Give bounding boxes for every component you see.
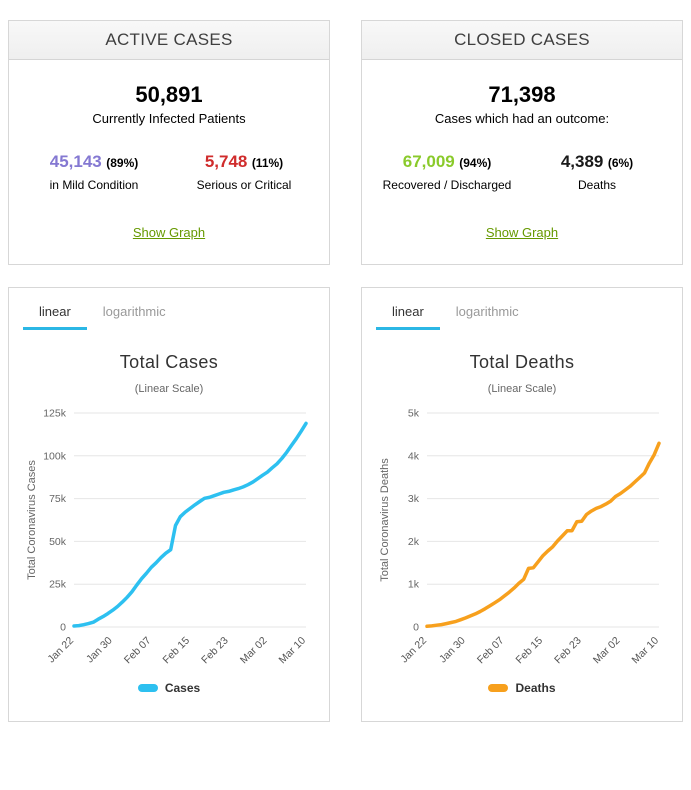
svg-text:75k: 75k (49, 493, 67, 505)
total-deaths-chart-panel: linear logarithmic Total Deaths (Linear … (361, 287, 683, 722)
svg-text:Jan 30: Jan 30 (437, 635, 468, 666)
recovered-value: 67,009 (402, 152, 455, 171)
total-cases-chart-panel: linear logarithmic Total Cases (Linear S… (8, 287, 330, 722)
coronavirus-dashboard: ACTIVE CASES 50,891 Currently Infected P… (8, 20, 683, 722)
serious-condition-stat: 5,748 (11%) Serious or Critical (169, 152, 319, 192)
svg-text:Mar 02: Mar 02 (238, 635, 270, 667)
cases-tab-logarithmic[interactable]: logarithmic (102, 304, 166, 319)
closed-cases-panel: CLOSED CASES 71,398 Cases which had an o… (361, 20, 683, 265)
closed-cases-body: 71,398 Cases which had an outcome: 67,00… (362, 60, 682, 264)
serious-label: Serious or Critical (196, 178, 292, 192)
cases-chart-subtitle: (Linear Scale) (134, 383, 204, 395)
svg-text:1k: 1k (408, 579, 420, 591)
cases-tab-linear[interactable]: linear (23, 294, 87, 330)
svg-text:Mar 10: Mar 10 (277, 635, 309, 667)
svg-text:4k: 4k (408, 450, 420, 462)
svg-text:3k: 3k (408, 493, 420, 505)
recovered-label: Recovered / Discharged (382, 178, 512, 192)
cases-legend-label: Cases (164, 681, 201, 695)
deaths-scale-tabs: linear logarithmic (362, 288, 682, 330)
mild-label: in Mild Condition (49, 178, 139, 192)
svg-text:Mar 10: Mar 10 (630, 635, 662, 667)
mild-percent: (89%) (106, 156, 139, 170)
active-cases-title: ACTIVE CASES (9, 21, 329, 60)
svg-text:50k: 50k (49, 536, 67, 548)
svg-text:Total Coronavirus Cases: Total Coronavirus Cases (26, 460, 38, 580)
closed-cases-title: CLOSED CASES (362, 21, 682, 60)
active-show-graph-link[interactable]: Show Graph (132, 225, 206, 240)
deaths-value: 4,389 (560, 152, 604, 171)
svg-text:Feb 07: Feb 07 (122, 635, 154, 667)
svg-text:Jan 22: Jan 22 (398, 635, 429, 666)
deaths-tab-linear[interactable]: linear (376, 294, 440, 330)
deaths-stat: 4,389 (6%) Deaths (522, 152, 672, 192)
deaths-line-chart: 0 1k 2k 3k 4k 5k Total Coronavirus Deaths Jan 2… (379, 408, 662, 667)
mild-value: 45,143 (49, 152, 102, 171)
svg-text:25k: 25k (49, 579, 67, 591)
mild-condition-stat: 45,143 (89%) in Mild Condition (19, 152, 169, 192)
dashboard-grid: ACTIVE CASES 50,891 Currently Infected P… (8, 20, 683, 722)
cases-legend-marker (137, 684, 158, 692)
cases-chart-area: 0 25k 50k 75k 100k 125k Total Coronavirus Case… (9, 403, 329, 675)
svg-text:Feb 07: Feb 07 (475, 635, 507, 667)
recovered-stat: 67,009 (94%) Recovered / Discharged (372, 152, 522, 192)
deaths-legend[interactable]: Deaths (362, 681, 682, 695)
active-cases-body: 50,891 Currently Infected Patients 45,14… (9, 60, 329, 264)
svg-text:Jan 22: Jan 22 (45, 635, 76, 666)
deaths-legend-label: Deaths (515, 681, 556, 695)
deaths-legend-marker (488, 684, 509, 692)
serious-percent: (11%) (251, 156, 284, 170)
svg-text:0: 0 (413, 622, 419, 634)
svg-text:Feb 15: Feb 15 (514, 635, 546, 667)
deaths-chart-area: 0 1k 2k 3k 4k 5k Total Coronavirus Deaths Jan 2… (362, 403, 682, 675)
active-total-number: 50,891 (135, 82, 203, 107)
svg-text:5k: 5k (408, 408, 420, 420)
deaths-chart-subtitle: (Linear Scale) (487, 383, 557, 395)
closed-breakdown: 67,009 (94%) Recovered / Discharged 4,38… (372, 152, 672, 192)
deaths-percent: (6%) (607, 156, 634, 170)
svg-text:Mar 02: Mar 02 (591, 635, 623, 667)
serious-value: 5,748 (204, 152, 248, 171)
cases-legend[interactable]: Cases (9, 681, 329, 695)
deaths-tab-logarithmic[interactable]: logarithmic (455, 304, 519, 319)
svg-text:100k: 100k (43, 450, 67, 462)
active-breakdown: 45,143 (89%) in Mild Condition 5,748 (11… (19, 152, 319, 192)
cases-scale-tabs: linear logarithmic (9, 288, 329, 330)
closed-show-graph-link[interactable]: Show Graph (485, 225, 559, 240)
recovered-percent: (94%) (459, 156, 492, 170)
svg-text:2k: 2k (408, 536, 420, 548)
closed-total-caption: Cases which had an outcome: (434, 111, 610, 126)
cases-line-chart: 0 25k 50k 75k 100k 125k Total Coronavirus Case… (26, 408, 309, 667)
svg-text:Feb 23: Feb 23 (199, 635, 231, 667)
deaths-label: Deaths (577, 178, 617, 192)
deaths-chart-title: Total Deaths (469, 352, 575, 372)
active-total-caption: Currently Infected Patients (92, 111, 246, 126)
cases-chart-title: Total Cases (119, 352, 219, 372)
svg-text:Feb 15: Feb 15 (161, 635, 193, 667)
active-cases-panel: ACTIVE CASES 50,891 Currently Infected P… (8, 20, 330, 265)
closed-show-graph: Show Graph (372, 224, 672, 242)
closed-total-number: 71,398 (488, 82, 556, 107)
svg-text:125k: 125k (43, 408, 67, 420)
active-show-graph: Show Graph (19, 224, 319, 242)
svg-text:Jan 30: Jan 30 (84, 635, 115, 666)
svg-text:0: 0 (60, 622, 66, 634)
svg-text:Feb 23: Feb 23 (552, 635, 584, 667)
svg-text:Total Coronavirus Deaths: Total Coronavirus Deaths (379, 458, 391, 582)
